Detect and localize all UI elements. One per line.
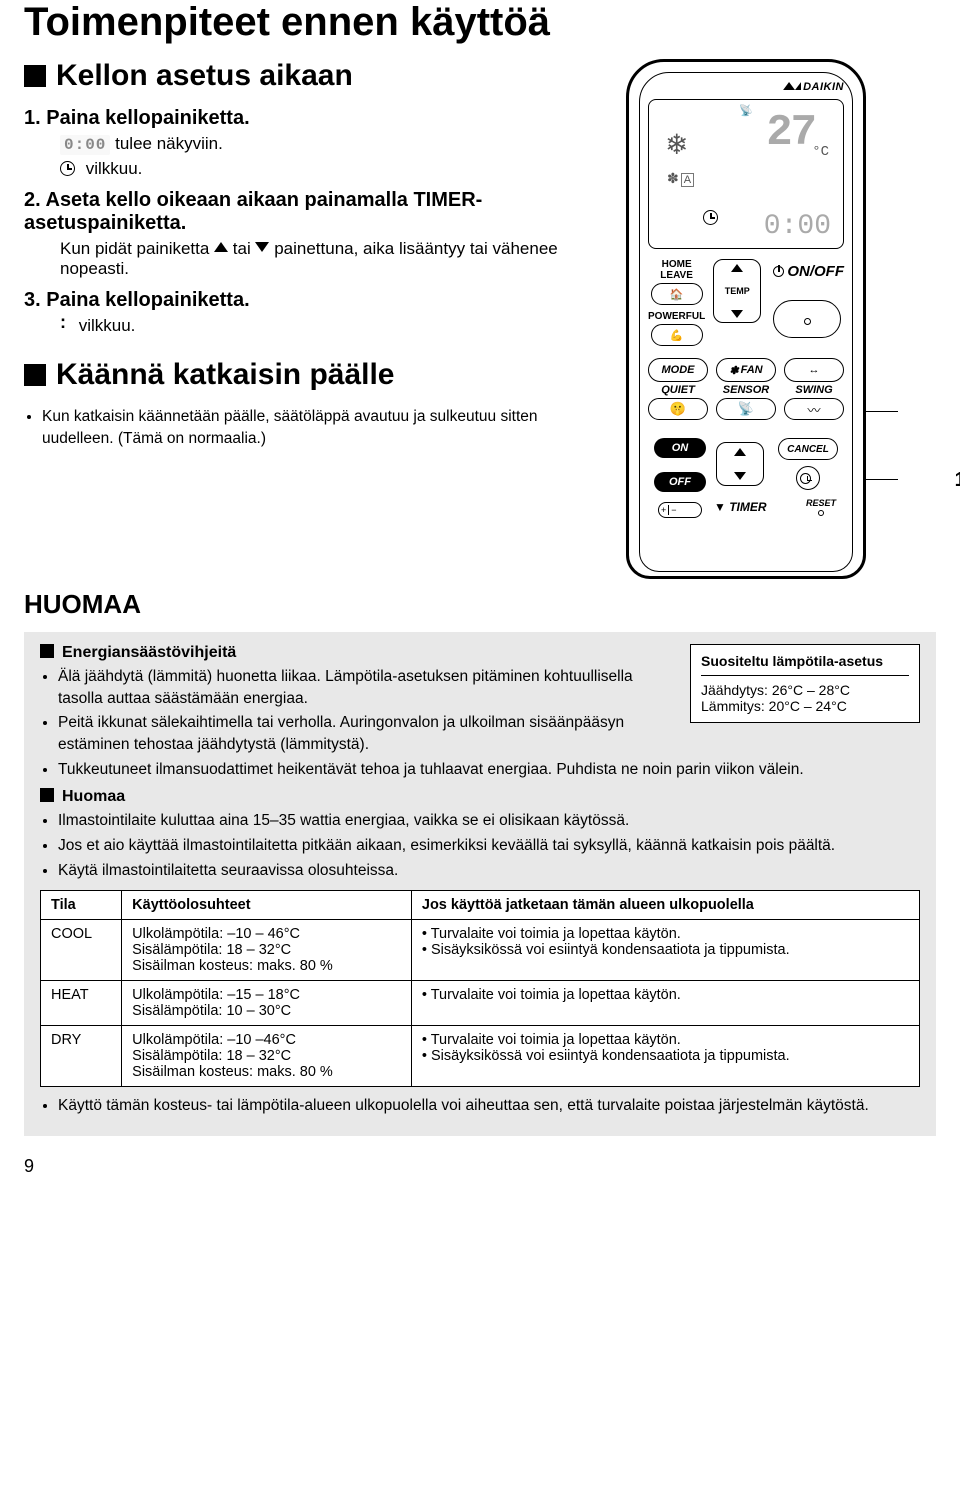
temp-button-group[interactable]: TEMP bbox=[713, 259, 761, 323]
conditions-table: Tila Käyttöolosuhteet Jos käyttöä jatket… bbox=[40, 890, 920, 1087]
swing-button[interactable]: 〰 bbox=[784, 398, 844, 420]
timer-off-button[interactable]: OFF bbox=[654, 472, 706, 492]
home-leave-button[interactable]: 🏠 bbox=[651, 283, 703, 305]
swing-label: SWING bbox=[784, 384, 844, 396]
home-leave-label: HOME LEAVE bbox=[648, 259, 705, 281]
blink-colon-icon: : bbox=[60, 317, 66, 327]
timer-updown-button[interactable] bbox=[716, 442, 764, 486]
th-warn: Jos käyttöä jatketaan tämän alueen ulkop… bbox=[411, 890, 919, 919]
recommended-temp-box: Suositeltu lämpötila-asetus Jäähdytys: 2… bbox=[690, 644, 920, 723]
sensor-label: SENSOR bbox=[716, 384, 776, 396]
section-breaker-title: Käännä katkaisin päälle bbox=[24, 358, 602, 392]
reset-button[interactable] bbox=[818, 510, 824, 516]
step2-line: Kun pidät painiketta tai painettuna, aik… bbox=[60, 239, 602, 279]
temp-up-icon[interactable] bbox=[731, 264, 743, 272]
quiet-label: QUIET bbox=[648, 384, 708, 396]
huomaa-title: HUOMAA bbox=[24, 589, 936, 620]
lcd-clock-icon bbox=[703, 210, 718, 225]
timer-label: ▼ TIMER bbox=[714, 500, 767, 514]
breaker-bullet: Kun katkaisin käännetään päälle, säätölä… bbox=[24, 406, 602, 449]
step1-line2: vilkkuu. bbox=[60, 159, 602, 179]
note2-title: Huomaa bbox=[40, 788, 920, 806]
step3-line: : vilkkuu. bbox=[60, 316, 602, 336]
section-clock-title: Kellon asetus aikaan bbox=[24, 59, 602, 93]
step1-line1: 0:00 tulee näkyviin. bbox=[60, 134, 602, 155]
sensor-button[interactable]: 📡 bbox=[716, 398, 776, 420]
step3-label: 3. Paina kellopainiketta. bbox=[24, 289, 602, 312]
page-title: Toimenpiteet ennen käyttöä bbox=[24, 0, 936, 45]
timer-on-button[interactable]: ON bbox=[654, 438, 706, 458]
onoff-button[interactable] bbox=[773, 300, 841, 338]
arrow-up-icon bbox=[214, 242, 228, 252]
table-row: DRYUlkolämpötila: –10 –46°C Sisälämpötil… bbox=[41, 1025, 920, 1086]
signal-icon: 📡 bbox=[739, 104, 753, 117]
powerful-button[interactable]: 💪 bbox=[651, 324, 703, 346]
lcd-temp-unit: °C bbox=[812, 144, 829, 160]
note2-bullets: Ilmastointilaite kuluttaa aina 15–35 wat… bbox=[40, 810, 920, 881]
callout-13: 1, 3 bbox=[955, 469, 960, 492]
remote-figure: DAIKIN 📡 ❄ 27 °C ✽A 0:00 HOME LEAVE 🏠 PO… bbox=[626, 59, 936, 579]
page-number: 9 bbox=[24, 1156, 936, 1177]
clock-icon bbox=[60, 161, 75, 176]
cancel-button[interactable]: CANCEL bbox=[778, 438, 838, 460]
clock-button[interactable] bbox=[796, 466, 820, 490]
lcd-temp: 27 bbox=[766, 108, 815, 158]
swing-top-button[interactable]: ↔ bbox=[784, 358, 844, 382]
temp-down-icon[interactable] bbox=[731, 310, 743, 318]
lcd-time: 0:00 bbox=[764, 211, 831, 242]
mode-button[interactable]: MODE bbox=[648, 358, 708, 382]
step2-label: 2. Aseta kello oikeaan aikaan painamalla… bbox=[24, 189, 602, 235]
table-row: COOLUlkolämpötila: –10 – 46°C Sisälämpöt… bbox=[41, 919, 920, 980]
adjust-button[interactable]: +− bbox=[658, 502, 702, 518]
step1-label: 1. Paina kellopainiketta. bbox=[24, 107, 602, 130]
display-icon: 0:00 bbox=[60, 135, 110, 155]
th-mode: Tila bbox=[41, 890, 122, 919]
quiet-button[interactable]: 🤫 bbox=[648, 398, 708, 420]
lcd-screen: 📡 ❄ 27 °C ✽A 0:00 bbox=[648, 99, 844, 249]
th-cond: Käyttöolosuhteet bbox=[122, 890, 412, 919]
table-row: HEATUlkolämpötila: –15 – 18°C Sisälämpöt… bbox=[41, 980, 920, 1025]
powerful-label: POWERFUL bbox=[648, 311, 705, 322]
huomaa-box: Suositeltu lämpötila-asetus Jäähdytys: 2… bbox=[24, 632, 936, 1136]
post-table-bullet: Käyttö tämän kosteus- tai lämpötila-alue… bbox=[40, 1095, 920, 1117]
onoff-label: ON/OFF bbox=[787, 263, 844, 280]
arrow-down-icon bbox=[255, 242, 269, 252]
brand-label: DAIKIN bbox=[648, 81, 844, 93]
reset-label: RESET bbox=[806, 498, 836, 508]
snowflake-icon: ❄ bbox=[665, 128, 688, 161]
fan-button[interactable]: ✽FAN bbox=[716, 358, 776, 382]
fan-auto-icon: ✽A bbox=[667, 170, 694, 187]
power-icon bbox=[773, 266, 784, 277]
